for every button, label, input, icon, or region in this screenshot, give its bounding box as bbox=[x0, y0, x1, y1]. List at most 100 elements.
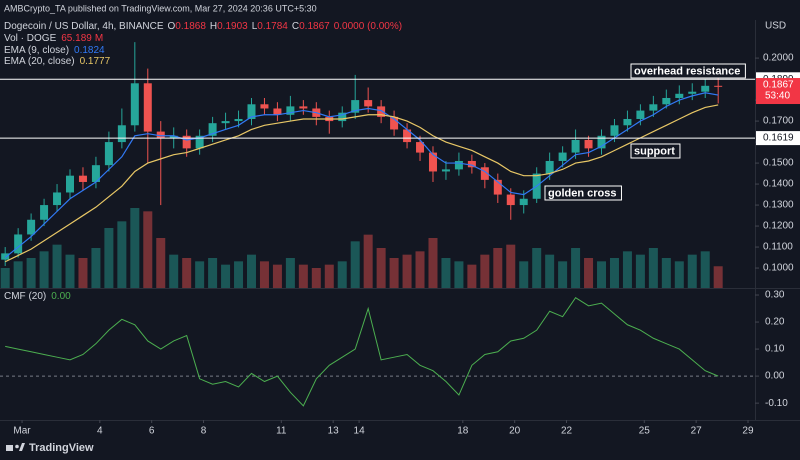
volume-bar bbox=[584, 258, 594, 288]
legend-line: CMF (20) 0.00 bbox=[4, 291, 71, 302]
candle-body bbox=[506, 194, 515, 206]
candle-body bbox=[403, 129, 412, 143]
candle-body bbox=[299, 106, 308, 109]
candle-body bbox=[364, 100, 373, 107]
candle-body bbox=[558, 152, 567, 161]
y-tick-label: 0.1100 bbox=[763, 242, 793, 253]
volume-bar bbox=[571, 248, 581, 288]
candle-body bbox=[441, 169, 450, 172]
volume-bar bbox=[609, 258, 619, 288]
ohlc-label: H bbox=[210, 21, 217, 32]
volume-bar bbox=[117, 221, 127, 288]
candle-body bbox=[273, 108, 282, 115]
volume-bar bbox=[415, 251, 425, 288]
brand: TradingView bbox=[6, 442, 94, 454]
x-tick-label: 20 bbox=[509, 426, 521, 437]
candle-body bbox=[610, 125, 619, 136]
logo bbox=[15, 444, 19, 449]
legend-line: Dogecoin / US Dollar, 4h, BINANCE O0.1868… bbox=[4, 21, 402, 32]
annotation-box bbox=[544, 185, 622, 201]
candle-body bbox=[390, 116, 399, 130]
countdown: 53:40 bbox=[765, 91, 790, 102]
y-unit: USD bbox=[765, 21, 786, 32]
x-tick-label: Mar bbox=[13, 426, 31, 437]
volume-bar bbox=[493, 248, 503, 288]
candle-body bbox=[14, 234, 23, 254]
volume-bar bbox=[622, 251, 632, 288]
ohlc-value: 0.1784 bbox=[257, 21, 288, 32]
legend-value: 0.1824 bbox=[74, 45, 105, 56]
candle-body bbox=[571, 139, 580, 153]
annotation-box bbox=[630, 143, 681, 159]
volume-bar bbox=[324, 264, 334, 288]
volume-name: Vol · DOGE bbox=[4, 33, 57, 44]
volume-bar bbox=[65, 254, 75, 288]
candle-body bbox=[519, 198, 528, 206]
level-tag bbox=[756, 131, 800, 146]
last-price-label: 0.1867 bbox=[763, 80, 794, 91]
y-tick-label: 0.30 bbox=[765, 290, 785, 301]
volume-bar bbox=[311, 268, 321, 288]
volume-bar bbox=[545, 254, 555, 288]
candle-body bbox=[143, 83, 152, 132]
volume-bar bbox=[363, 234, 373, 288]
candle-body bbox=[636, 110, 645, 119]
x-tick-label: 29 bbox=[742, 426, 754, 437]
candle-body bbox=[40, 205, 49, 220]
publisher: AMBCrypto_TA published on TradingView.co… bbox=[4, 3, 317, 13]
volume-bar bbox=[480, 254, 490, 288]
volume-bar bbox=[389, 258, 399, 288]
candle-body bbox=[286, 106, 295, 115]
volume-bar bbox=[467, 264, 477, 288]
candle-body bbox=[377, 106, 386, 117]
x-tick-label: 22 bbox=[561, 426, 573, 437]
y-tick-label: 0.2000 bbox=[763, 53, 794, 64]
annotation-box bbox=[630, 63, 746, 79]
volume-bar bbox=[674, 261, 684, 288]
volume-bar bbox=[532, 248, 542, 288]
volume-bar bbox=[376, 248, 386, 288]
chart-title: Dogecoin / US Dollar, 4h, BINANCE bbox=[4, 21, 164, 32]
x-tick-label: 14 bbox=[354, 426, 366, 437]
candle-body bbox=[208, 123, 217, 136]
volume-bar bbox=[441, 258, 451, 288]
ohlc-value: 0.1903 bbox=[217, 21, 248, 32]
candle-body bbox=[623, 118, 632, 126]
volume-bar bbox=[195, 261, 205, 288]
volume-bar bbox=[169, 254, 179, 288]
volume-bar bbox=[221, 264, 231, 288]
x-tick-label: 6 bbox=[149, 426, 155, 437]
candle-body bbox=[649, 104, 658, 111]
candle-body bbox=[156, 131, 165, 138]
y-tick-label: 0.1000 bbox=[763, 263, 794, 274]
legend-line: EMA (9, close) 0.1824 bbox=[4, 45, 105, 56]
volume-bar bbox=[454, 261, 464, 288]
volume-bar bbox=[91, 248, 101, 288]
volume-bar bbox=[208, 258, 218, 288]
candle-body bbox=[584, 139, 593, 149]
x-tick-label: 25 bbox=[639, 426, 651, 437]
x-tick-label: 8 bbox=[201, 426, 207, 437]
candle-body bbox=[467, 160, 476, 168]
volume-bar bbox=[506, 244, 516, 288]
candle-body bbox=[234, 118, 243, 122]
y-tick-label: 0.10 bbox=[765, 344, 785, 355]
candle-body bbox=[338, 112, 347, 122]
volume-bar bbox=[337, 261, 347, 288]
volume-unit: M bbox=[95, 33, 103, 44]
level-label: 0.1619 bbox=[763, 133, 794, 144]
line bbox=[4, 104, 719, 263]
volume-bar bbox=[687, 254, 697, 288]
y-tick-label: 0.1200 bbox=[763, 221, 794, 232]
candle-body bbox=[130, 83, 139, 126]
candle-body bbox=[480, 167, 489, 180]
y-tick-label: 0.20 bbox=[765, 317, 785, 328]
candle-body bbox=[104, 142, 113, 166]
x-tick-label: 27 bbox=[691, 426, 703, 437]
volume-bar bbox=[350, 241, 360, 288]
logo bbox=[6, 445, 13, 451]
candle-body bbox=[688, 91, 697, 94]
volume-bar bbox=[39, 251, 49, 288]
